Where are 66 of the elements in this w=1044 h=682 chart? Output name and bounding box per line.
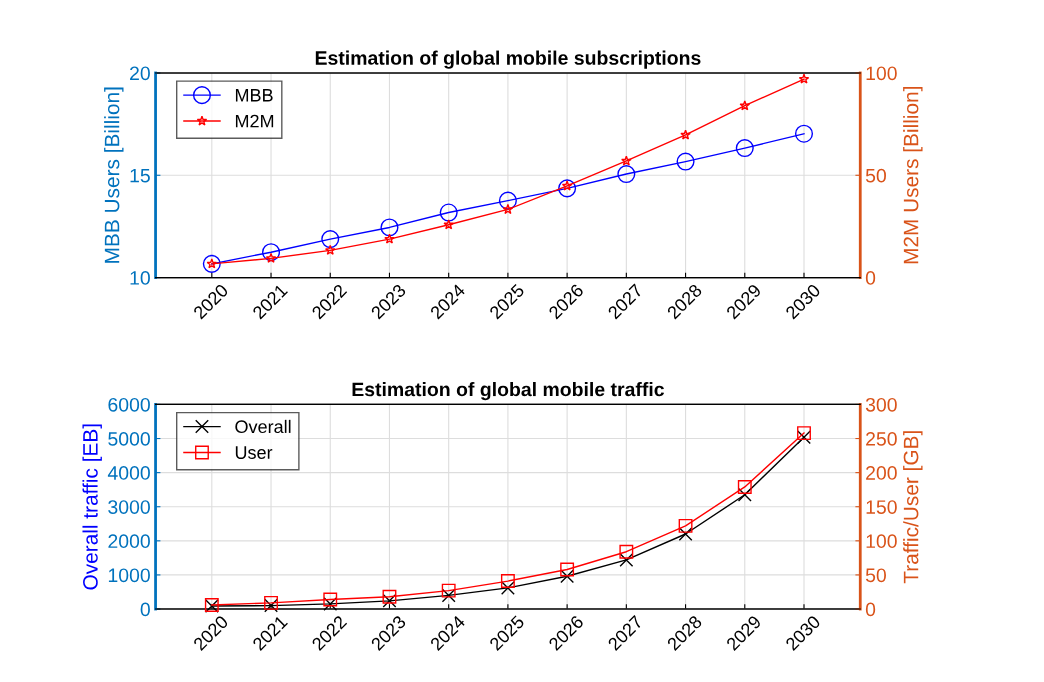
point xyxy=(441,588,456,603)
point xyxy=(617,165,636,184)
point xyxy=(619,544,634,559)
point xyxy=(382,593,397,608)
y2-tick-label: 50 xyxy=(865,568,886,583)
legend-label: M2M xyxy=(235,114,274,128)
legend-label: User xyxy=(235,446,273,459)
y-tick-label: 20 xyxy=(130,66,150,81)
y2-tick-label: 100 xyxy=(866,534,897,549)
point xyxy=(558,179,577,198)
y-tick-label: 2000 xyxy=(108,534,150,549)
point xyxy=(676,152,695,171)
y2-tick-label: 50 xyxy=(865,168,886,183)
point xyxy=(443,219,455,230)
point xyxy=(380,218,399,237)
point xyxy=(798,73,810,84)
y-tick-label: 1000 xyxy=(108,568,150,583)
point xyxy=(794,124,814,143)
point xyxy=(737,480,752,494)
y2-tick-label: 150 xyxy=(866,500,897,514)
y2-tick-label: 250 xyxy=(866,431,897,446)
y-tick-label: 6000 xyxy=(108,397,150,412)
legend-label: MBB xyxy=(235,89,273,102)
y-tick-label: 3000 xyxy=(108,500,150,514)
y2-axis-title: M2M Users [Billion] xyxy=(903,87,923,264)
legend-label: Overall xyxy=(235,419,291,434)
y-tick-label: 15 xyxy=(130,168,150,183)
point xyxy=(797,430,811,445)
y2-tick-label: 0 xyxy=(865,602,876,617)
y-tick-label: 5000 xyxy=(108,431,150,446)
chart-title: Estimation of global mobile traffic xyxy=(352,382,664,401)
point xyxy=(439,203,458,222)
chart-title: Estimation of global mobile subscriptions xyxy=(315,50,701,69)
point xyxy=(500,580,515,595)
point xyxy=(384,233,395,244)
y-axis-title: MBB Users [Billion] xyxy=(104,87,124,263)
point xyxy=(797,426,811,441)
point xyxy=(382,589,397,604)
y2-axis-title: Traffic/User [GB] xyxy=(903,431,923,584)
y-tick-label: 4000 xyxy=(107,466,150,480)
point xyxy=(621,155,632,166)
y2-tick-label: 300 xyxy=(865,397,897,412)
point xyxy=(735,139,754,158)
y-tick-label: 10 xyxy=(130,271,150,285)
point xyxy=(680,129,691,140)
y2-tick-label: 200 xyxy=(866,466,897,480)
point xyxy=(739,100,751,111)
point xyxy=(323,592,338,607)
y-tick-label: 0 xyxy=(140,602,150,617)
point xyxy=(441,583,456,598)
y2-tick-label: 0 xyxy=(865,271,876,285)
point xyxy=(678,518,693,533)
point xyxy=(498,191,517,210)
point xyxy=(502,203,514,215)
y-axis-title: Overall traffic [EB] xyxy=(82,424,102,590)
y2-tick-label: 100 xyxy=(866,66,897,81)
point xyxy=(560,562,575,577)
point xyxy=(323,596,338,611)
point xyxy=(560,569,575,584)
point xyxy=(737,487,752,502)
point xyxy=(202,254,221,273)
point xyxy=(619,552,634,567)
point xyxy=(324,244,336,255)
point xyxy=(500,574,515,589)
point xyxy=(678,527,693,541)
point xyxy=(321,230,340,249)
